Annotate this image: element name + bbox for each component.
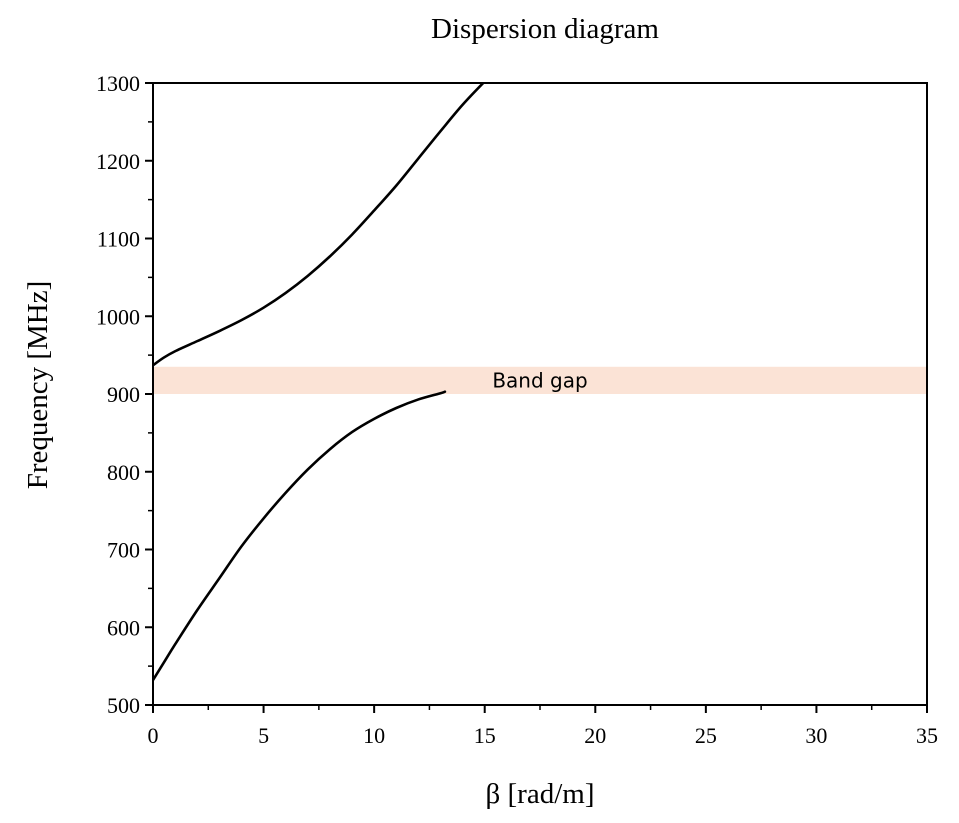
x-tick-label: 30 bbox=[805, 723, 827, 748]
y-tick-label: 1100 bbox=[97, 227, 140, 252]
x-tick-label: 15 bbox=[474, 723, 496, 748]
band-gap-rect bbox=[153, 366, 927, 394]
y-tick-label: 900 bbox=[107, 382, 140, 407]
series-line-1 bbox=[153, 390, 447, 682]
y-tick-label: 800 bbox=[107, 460, 140, 485]
chart-title: Dispersion diagram bbox=[431, 13, 659, 45]
x-tick-label: 5 bbox=[258, 723, 269, 748]
y-tick-label: 500 bbox=[107, 693, 140, 718]
y-tick-label: 600 bbox=[107, 615, 140, 640]
y-axis: 500 600 700 800 900 1000 1100 1200 1300 bbox=[96, 71, 153, 718]
band-gap-label: Band gap bbox=[492, 368, 587, 392]
x-tick-label: 20 bbox=[584, 723, 606, 748]
series-line-2 bbox=[153, 83, 486, 367]
y-tick-label: 1000 bbox=[96, 304, 140, 329]
x-tick-label: 35 bbox=[916, 723, 938, 748]
y-tick-label: 1200 bbox=[96, 149, 140, 174]
series-layer bbox=[153, 83, 486, 682]
y-tick-label: 1300 bbox=[96, 71, 140, 96]
y-axis-label: Frequency [MHz] bbox=[22, 281, 54, 490]
x-axis-label: β [rad/m] bbox=[486, 778, 595, 810]
x-tick-label: 25 bbox=[695, 723, 717, 748]
x-tick-label: 10 bbox=[363, 723, 385, 748]
x-axis: 0 5 10 15 20 25 30 35 bbox=[148, 705, 938, 748]
x-tick-label: 0 bbox=[148, 723, 159, 748]
band-gap-region bbox=[153, 366, 927, 394]
y-tick-label: 700 bbox=[107, 538, 140, 563]
